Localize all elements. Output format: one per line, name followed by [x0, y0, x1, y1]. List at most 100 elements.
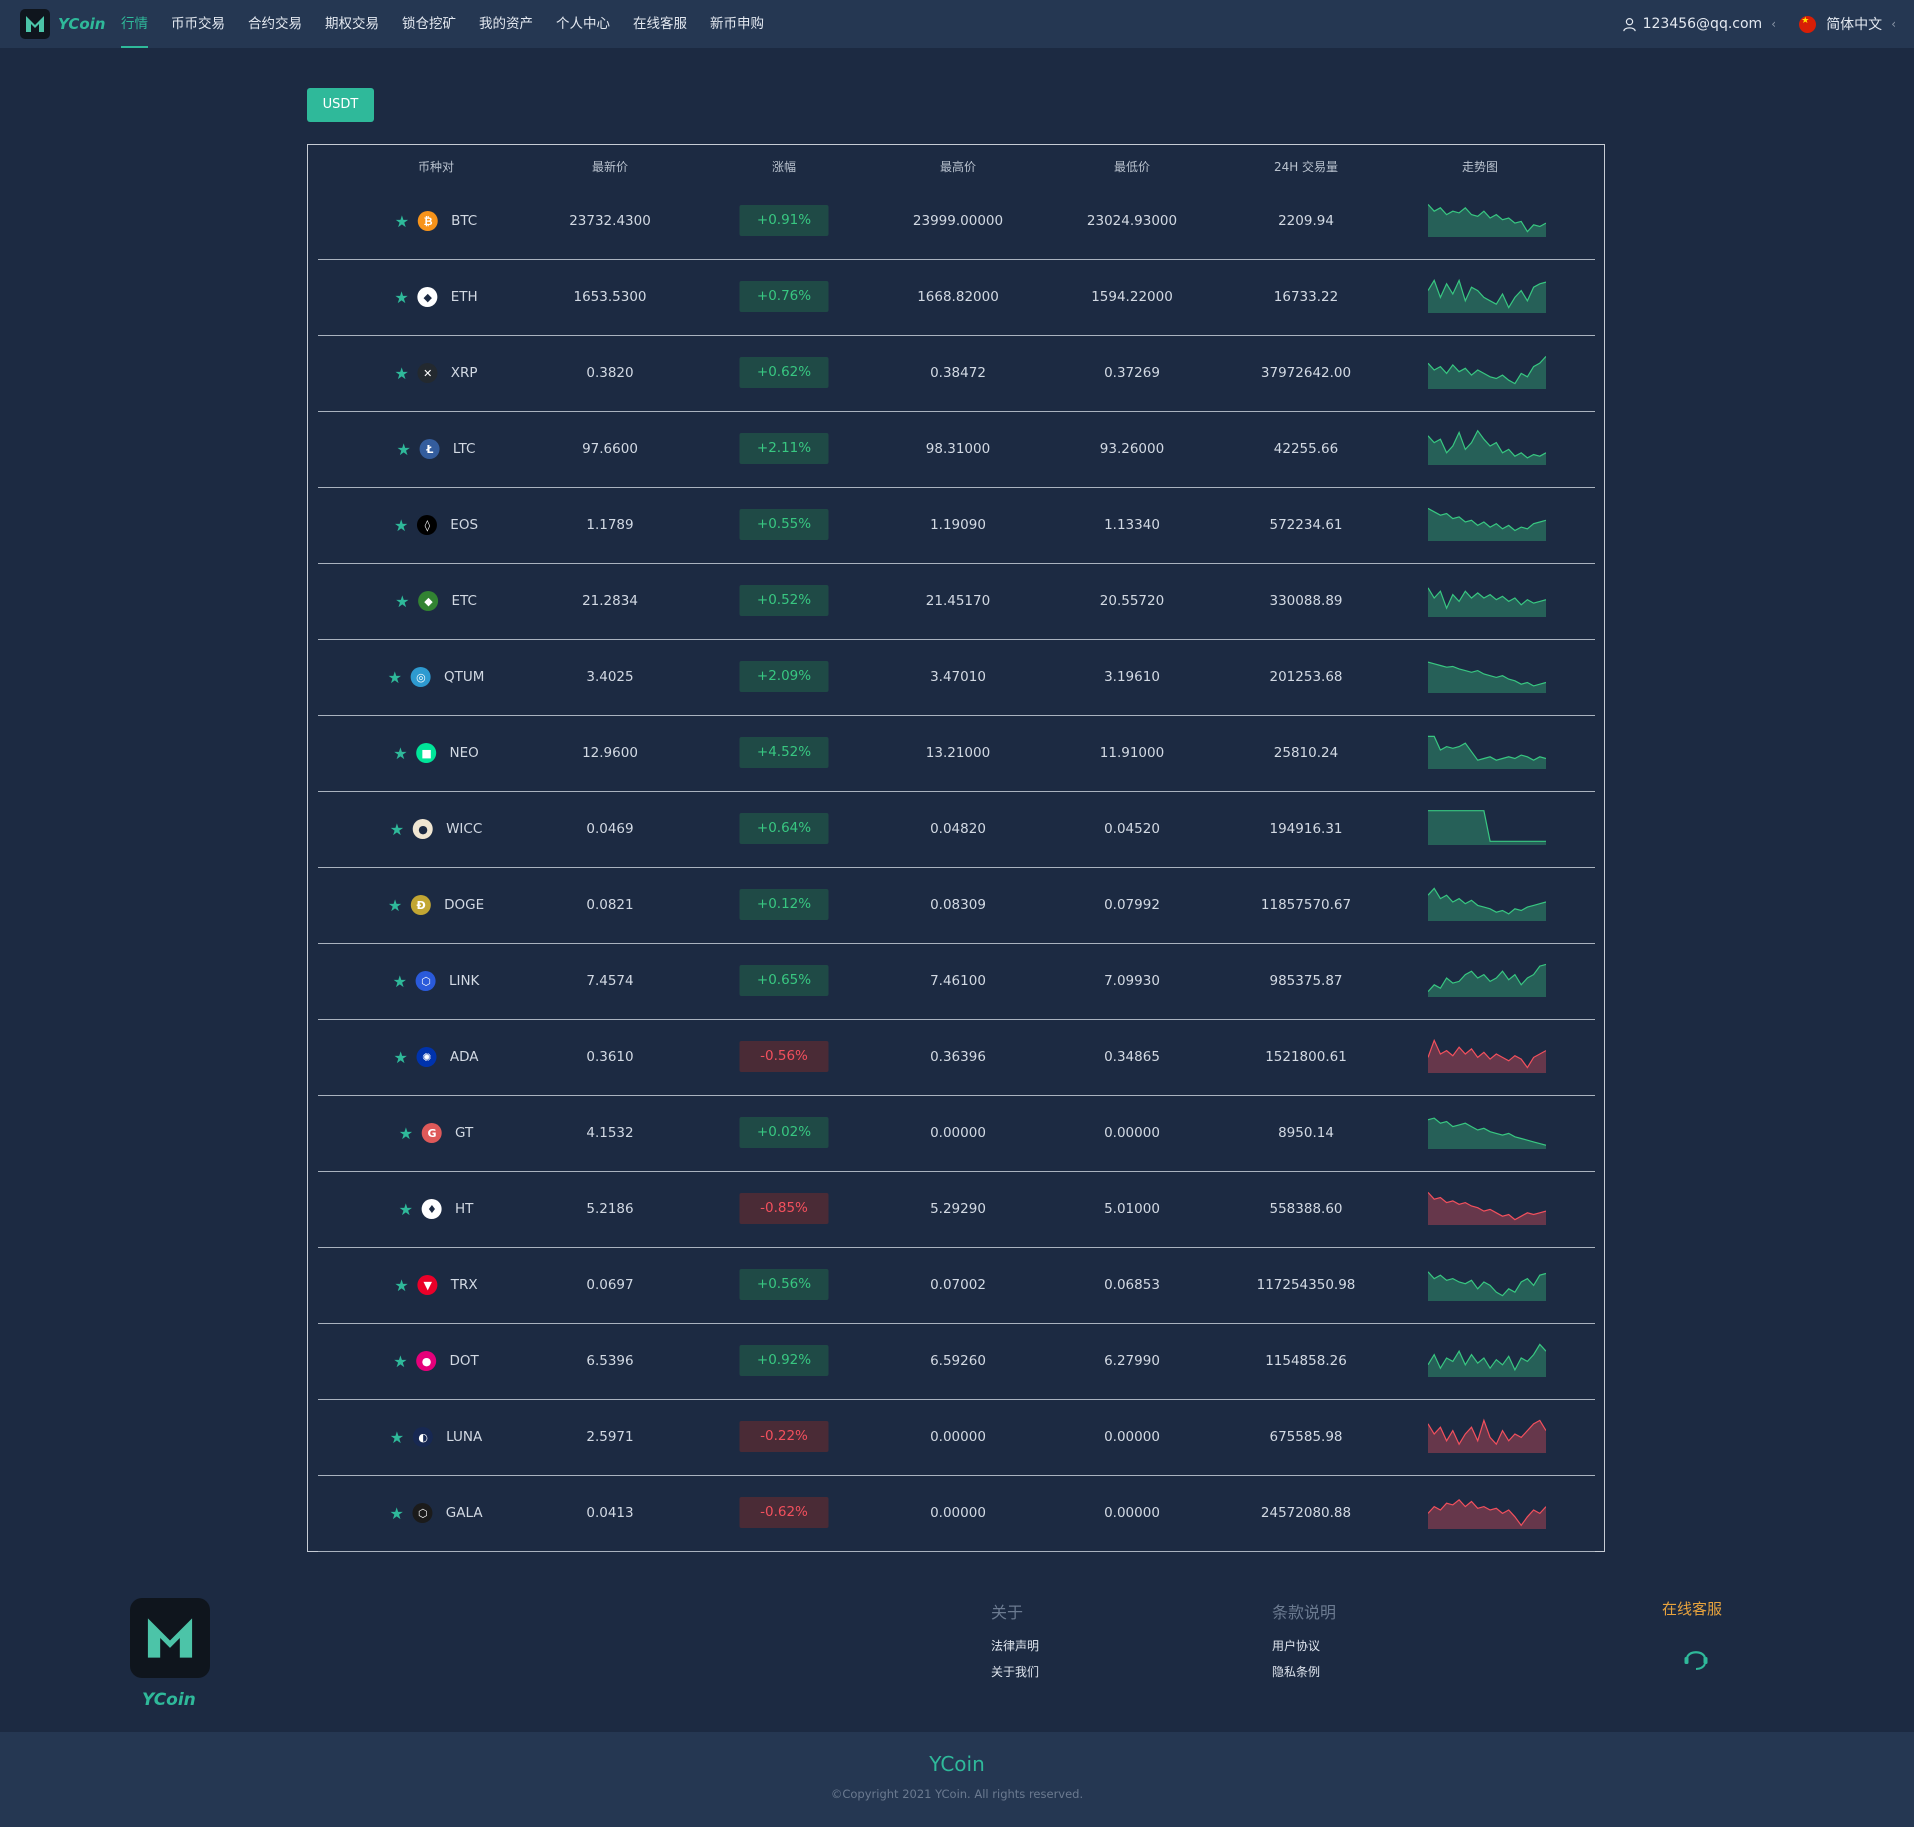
pair-symbol: NEO [449, 745, 479, 761]
volume-cell: 117254350.98 [1256, 1277, 1356, 1293]
sparkline-area [1428, 736, 1546, 769]
table-row[interactable]: ★ ● WICC 0.0469 +0.64% 0.04820 0.04520 194916.3… [318, 791, 1595, 868]
language-selector[interactable]: 简体中文 ‹ [1799, 0, 1896, 48]
sparkline-area [1428, 204, 1546, 237]
favorite-star-icon[interactable]: ★ [396, 439, 411, 459]
nav-item-assets[interactable]: 我的资产 [479, 16, 533, 32]
sparkline-line [1428, 1038, 1546, 1069]
high-cell: 7.46100 [930, 973, 986, 989]
pair-cell: ★ ⬡ LINK [392, 943, 479, 1019]
favorite-star-icon[interactable]: ★ [398, 1123, 414, 1143]
qtum-icon: ◎ [410, 667, 431, 687]
change-badge: +0.52% [739, 585, 829, 616]
low-cell: 0.37269 [1104, 365, 1160, 381]
sparkline-chart [1428, 810, 1546, 845]
table-row[interactable]: ★ ♦ HT 5.2186 -0.85% 5.29290 5.01000 558388.60 [318, 1171, 1595, 1248]
chevron-left-icon: ‹ [1771, 17, 1776, 31]
favorite-star-icon[interactable]: ★ [393, 1351, 408, 1371]
table-row[interactable]: ★ ◎ QTUM 3.4025 +2.09% 3.47010 3.19610 201253.6… [318, 639, 1595, 716]
nav-item-spot-trade[interactable]: 币币交易 [171, 16, 225, 32]
table-row[interactable]: ★ ▼ TRX 0.0697 +0.56% 0.07002 0.06853 117254350… [318, 1247, 1595, 1324]
footer-link-legal[interactable]: 法律声明 [991, 1639, 1040, 1653]
table-row[interactable]: ★ ⬡ LINK 7.4574 +0.65% 7.46100 7.09930 985375.8… [318, 943, 1595, 1020]
favorite-star-icon[interactable]: ★ [387, 667, 402, 687]
favorite-star-icon[interactable]: ★ [393, 1047, 408, 1067]
volume-cell: 201253.68 [1269, 669, 1343, 685]
table-row[interactable]: ★ ◐ LUNA 2.5971 -0.22% 0.00000 0.00000 675585.9… [318, 1399, 1595, 1476]
col-header-low: 最低价 [1113, 160, 1151, 174]
sparkline-area [1428, 1271, 1546, 1301]
nav-item-staking[interactable]: 锁仓挖矿 [402, 16, 456, 32]
low-cell: 7.09930 [1104, 973, 1160, 989]
quote-tab-usdt[interactable]: USDT [307, 88, 374, 122]
sparkline-line [1428, 661, 1546, 687]
nav-item-contract-trade[interactable]: 合约交易 [248, 16, 302, 32]
favorite-star-icon[interactable]: ★ [392, 971, 407, 991]
favorite-star-icon[interactable]: ★ [393, 743, 408, 763]
col-header-change: 涨幅 [771, 160, 797, 174]
table-row[interactable]: ★ ✕ XRP 0.3820 +0.62% 0.38472 0.37269 37972642.… [318, 335, 1595, 412]
table-row[interactable]: ★ ● DOT 6.5396 +0.92% 6.59260 6.27990 1154858.2… [318, 1323, 1595, 1400]
sparkline-line [1428, 1343, 1546, 1372]
favorite-star-icon[interactable]: ★ [395, 591, 410, 611]
table-row[interactable]: ★ G GT 4.1532 +0.02% 0.00000 0.00000 8950.14 [318, 1095, 1595, 1172]
table-row[interactable]: ★ Ł LTC 97.6600 +2.11% 98.31000 93.26000 42255.… [318, 411, 1595, 488]
table-row[interactable]: ★ ₿ BTC 23732.4300 +0.91% 23999.00000 23024.93… [318, 183, 1595, 260]
footer-support-label[interactable]: 在线客服 [1662, 1600, 1723, 1618]
wicc-icon: ● [413, 819, 434, 839]
nav-item-options-trade[interactable]: 期权交易 [325, 16, 379, 32]
table-row[interactable]: ★ ✺ ADA 0.3610 -0.56% 0.36396 0.34865 1521800.6… [318, 1019, 1595, 1096]
price-cell: 7.4574 [586, 973, 634, 989]
sparkline-chart [1428, 355, 1546, 389]
volume-cell: 572234.61 [1269, 517, 1343, 533]
favorite-star-icon[interactable]: ★ [394, 211, 410, 231]
user-menu[interactable]: 123456@qq.com ‹ [1622, 0, 1776, 48]
sparkline-line [1428, 203, 1546, 233]
price-cell: 0.0413 [586, 1505, 634, 1521]
low-cell: 6.27990 [1104, 1353, 1160, 1369]
table-row[interactable]: ★ ◆ ETH 1653.5300 +0.76% 1668.82000 1594.22000… [318, 259, 1595, 336]
top-navbar: YCoin 行情 币币交易 合约交易 期权交易 锁仓挖矿 我的资产 个人中心 在… [0, 0, 1914, 48]
favorite-star-icon[interactable]: ★ [387, 895, 403, 915]
favorite-star-icon[interactable]: ★ [394, 287, 409, 307]
headset-icon[interactable] [1681, 1642, 1711, 1672]
change-badge: +0.62% [739, 357, 829, 388]
footer-link-user-agreement[interactable]: 用户协议 [1272, 1639, 1321, 1653]
high-cell: 5.29290 [930, 1201, 986, 1217]
table-row[interactable]: ★ Ð DOGE 0.0821 +0.12% 0.08309 0.07992 11857570… [318, 867, 1595, 944]
pair-symbol: TRX [450, 1277, 478, 1293]
footer-link-privacy[interactable]: 隐私条例 [1272, 1665, 1321, 1679]
brand-logo[interactable]: YCoin [20, 8, 105, 40]
pair-symbol: ETC [451, 593, 477, 609]
ht-icon: ♦ [421, 1199, 442, 1219]
pair-cell: ★ ◎ QTUM [387, 639, 484, 715]
footer-link-about-us[interactable]: 关于我们 [991, 1665, 1040, 1679]
high-cell: 0.08309 [930, 897, 986, 913]
change-badge: -0.22% [739, 1421, 829, 1452]
favorite-star-icon[interactable]: ★ [389, 1427, 405, 1447]
table-row[interactable]: ★ ⬡ GALA 0.0413 -0.62% 0.00000 0.00000 24572080… [318, 1475, 1595, 1552]
pair-cell: ★ Ł LTC [396, 411, 475, 487]
table-row[interactable]: ★ ◆ ETC 21.2834 +0.52% 21.45170 20.55720 330088… [318, 563, 1595, 640]
nav-item-profile[interactable]: 个人中心 [556, 16, 610, 32]
nav-item-market[interactable]: 行情 [121, 0, 148, 48]
favorite-star-icon[interactable]: ★ [394, 1275, 409, 1295]
pair-cell: ★ ◊ EOS [394, 487, 478, 563]
pair-symbol: ETH [450, 289, 478, 305]
pair-cell: ★ ✕ XRP [394, 335, 478, 411]
sparkline-chart [1428, 1191, 1546, 1225]
sparkline-area [1428, 356, 1546, 389]
low-cell: 0.00000 [1104, 1125, 1160, 1141]
table-row[interactable]: ★ ◊ EOS 1.1789 +0.55% 1.19090 1.13340 572234.61 [318, 487, 1595, 564]
sparkline-line [1428, 1117, 1546, 1146]
nav-item-support[interactable]: 在线客服 [633, 16, 687, 32]
ada-icon: ✺ [416, 1047, 437, 1067]
price-cell: 23732.4300 [569, 213, 651, 229]
table-row[interactable]: ★ ■ NEO 12.9600 +4.52% 13.21000 11.91000 25810.… [318, 715, 1595, 792]
favorite-star-icon[interactable]: ★ [393, 515, 409, 535]
favorite-star-icon[interactable]: ★ [398, 1199, 413, 1219]
nav-item-ico[interactable]: 新币申购 [710, 16, 764, 32]
favorite-star-icon[interactable]: ★ [389, 1503, 404, 1523]
favorite-star-icon[interactable]: ★ [389, 819, 405, 839]
favorite-star-icon[interactable]: ★ [394, 363, 409, 383]
